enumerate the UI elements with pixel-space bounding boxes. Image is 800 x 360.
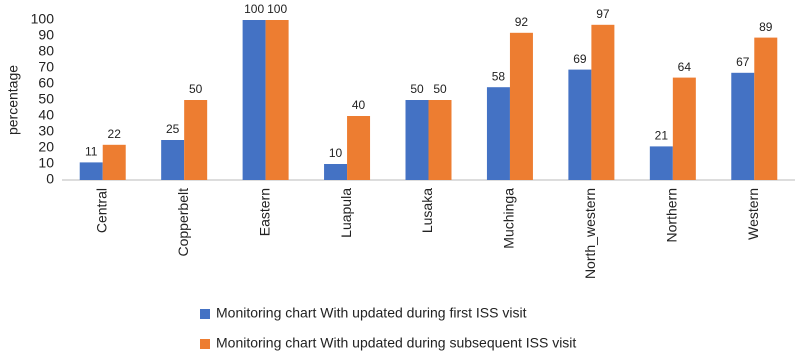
x-tick-label: Muchinga: [501, 188, 517, 249]
y-tick-label: 70: [38, 59, 54, 75]
bar: [161, 140, 185, 180]
data-label: 40: [352, 98, 366, 112]
bar: [184, 100, 208, 180]
legend-swatch: [200, 339, 210, 349]
data-label: 25: [166, 122, 180, 136]
y-tick-label: 100: [31, 11, 55, 27]
x-tick-label: Western: [745, 188, 761, 240]
bar: [568, 69, 592, 180]
y-tick-label: 0: [46, 171, 54, 187]
x-tick-label: Luapula: [338, 188, 354, 238]
data-label: 100: [244, 2, 264, 16]
data-label: 22: [108, 127, 122, 141]
data-label: 64: [678, 60, 692, 74]
x-tick-label: North_western: [582, 188, 598, 279]
data-label: 100: [267, 2, 287, 16]
data-label: 89: [759, 20, 773, 34]
data-label: 10: [329, 146, 343, 160]
data-label: 92: [515, 15, 529, 29]
y-tick-label: 60: [38, 75, 54, 91]
data-label: 58: [492, 69, 506, 83]
bar: [102, 144, 126, 180]
y-tick-label: 30: [38, 123, 54, 139]
data-label: 69: [573, 52, 587, 66]
y-tick-label: 40: [38, 107, 54, 123]
data-label: 11: [85, 145, 98, 159]
bar: [428, 100, 452, 180]
y-tick-label: 90: [38, 27, 54, 43]
bar: [754, 37, 778, 180]
data-label: 50: [189, 82, 203, 96]
x-tick-label: Central: [93, 188, 109, 233]
bar: [347, 116, 371, 180]
legend-swatch: [200, 309, 210, 319]
legend-label: Monitoring chart With updated during fir…: [216, 305, 527, 321]
bar: [265, 20, 289, 180]
data-label: 50: [433, 82, 447, 96]
bar: [79, 162, 103, 180]
legend-label: Monitoring chart With updated during sub…: [216, 335, 576, 351]
y-axis-title: percentage: [5, 65, 21, 135]
x-tick-label: Northern: [664, 188, 680, 242]
data-label: 21: [655, 129, 669, 143]
data-label: 67: [736, 55, 750, 69]
bar: [591, 24, 615, 180]
bar: [509, 32, 533, 180]
bar: [242, 20, 266, 180]
data-label: 97: [596, 7, 610, 21]
bar: [731, 72, 755, 180]
x-tick-label: Copperbelt: [175, 188, 191, 257]
y-tick-label: 80: [38, 43, 54, 59]
bar: [486, 87, 510, 180]
data-label: 50: [410, 82, 424, 96]
y-tick-label: 50: [38, 91, 54, 107]
y-tick-label: 10: [38, 155, 54, 171]
bar: [649, 146, 673, 180]
bar: [324, 164, 348, 180]
bar: [405, 100, 429, 180]
x-tick-label: Lusaka: [419, 188, 435, 233]
x-tick-label: Eastern: [256, 188, 272, 236]
bar: [672, 77, 696, 180]
y-tick-label: 20: [38, 139, 54, 155]
